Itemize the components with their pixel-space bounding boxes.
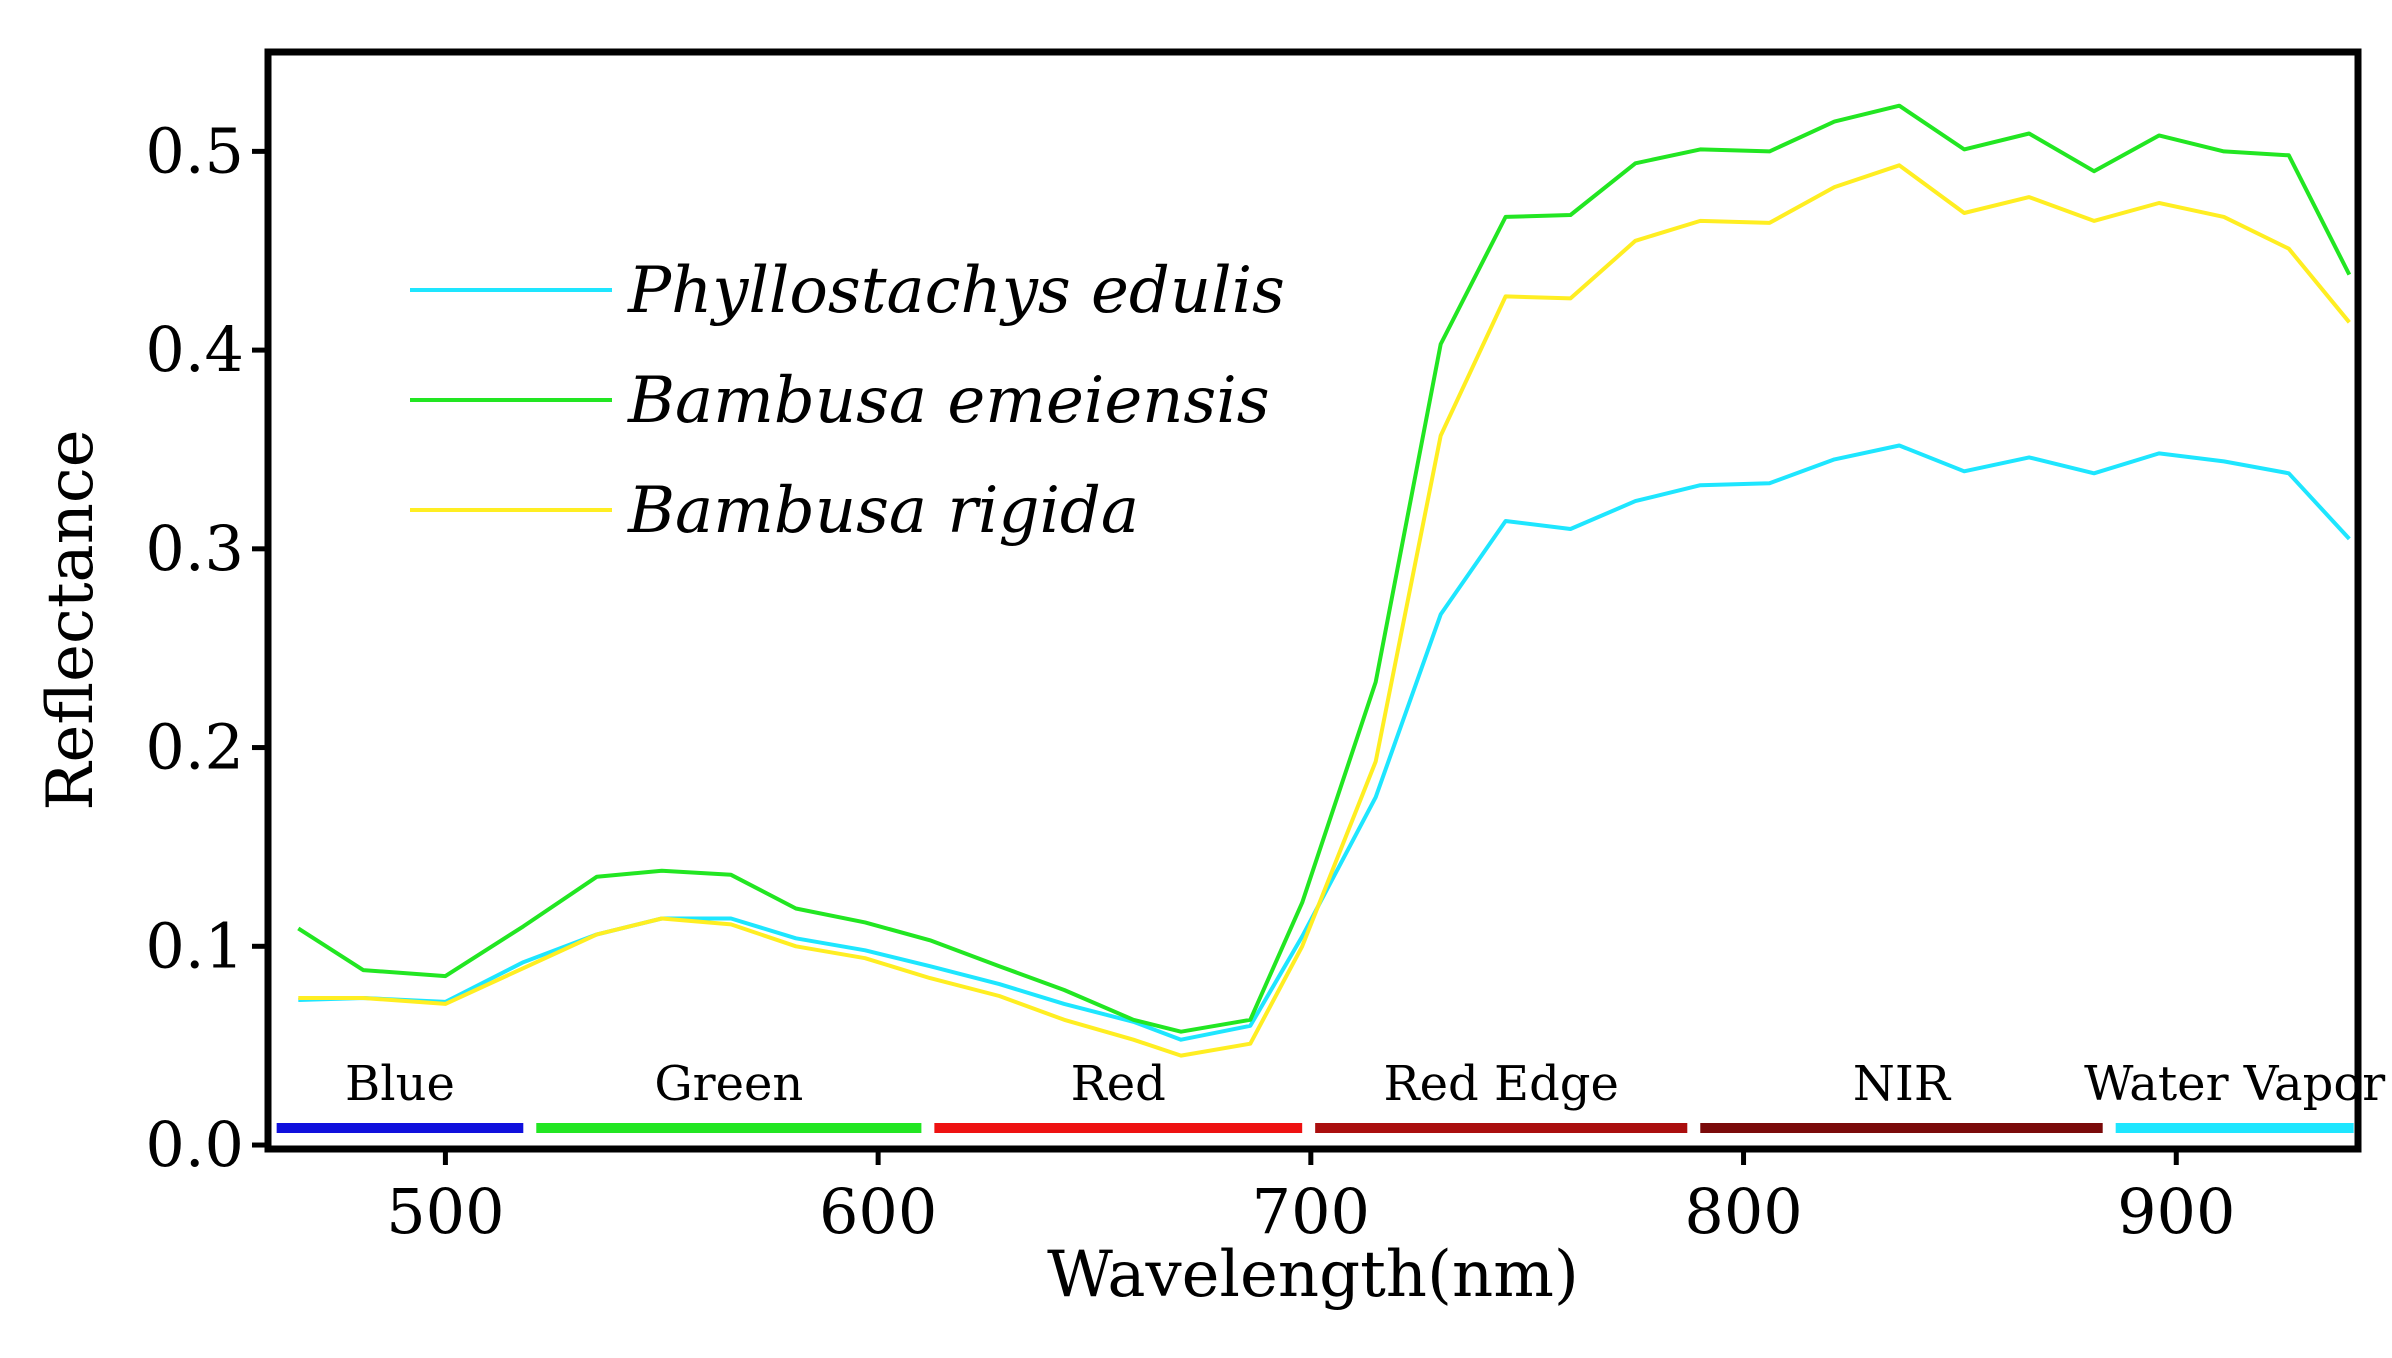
x-tick-label: 900 [2117,1175,2235,1248]
band-label: NIR [1853,1056,1952,1112]
legend-label: Bambusa rigida [627,474,1139,548]
band-label: Water Vapor [2084,1056,2385,1112]
series-line-1 [298,443,2351,1042]
y-tick-label: 0.4 [145,313,244,386]
band-label: Blue [345,1056,455,1112]
y-tick-label: 0.3 [145,512,244,585]
x-tick-label: 700 [1252,1175,1370,1248]
x-axis-title: Wavelength(nm) [1047,1238,1579,1312]
x-tick-label: 500 [386,1175,504,1248]
spectral-bands: Blue Green Red Red Edge NIR Water Vapor [276,1056,2385,1133]
y-axis-title: Reflectance [34,429,108,810]
x-tick-label: 600 [819,1175,937,1248]
y-tick-label: 0.5 [145,114,244,187]
legend-label: Phyllostachys edulis [627,254,1285,328]
plot-frame [264,48,2362,1153]
legend: Phyllostachys edulis Bambusa emeiensis Bam… [410,254,1285,548]
x-axis-ticks: 500 600 700 800 900 [386,1149,2235,1248]
x-tick-label: 800 [1684,1175,1802,1248]
band-label: Red [1071,1056,1166,1112]
band-label: Green [654,1056,803,1112]
band-label: Red Edge [1384,1056,1619,1112]
series-line-3 [298,163,2351,1058]
y-tick-label: 0.2 [145,711,244,784]
y-axis-ticks: 0.0 0.1 0.2 0.3 0.4 0.5 [145,114,268,1181]
y-tick-label: 0.0 [145,1108,244,1181]
series-line-2 [297,103,2352,1034]
y-tick-label: 0.1 [145,909,244,982]
legend-label: Bambusa emeiensis [627,364,1270,438]
series-lines [297,103,2352,1058]
